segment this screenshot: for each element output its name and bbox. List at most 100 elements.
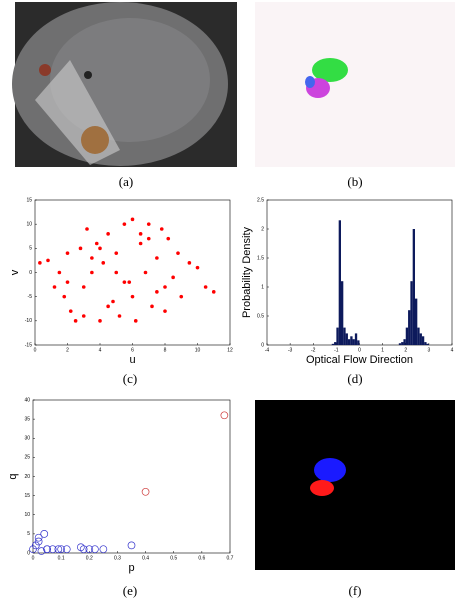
y-tick-label: -10	[25, 318, 32, 324]
bar	[403, 339, 406, 345]
point	[176, 251, 180, 255]
y-tick-label: 10	[24, 512, 30, 518]
x-tick-label: 0	[358, 347, 361, 353]
plot-frame	[32, 399, 231, 554]
x-tick-label: 3	[427, 347, 430, 353]
caption: (d)	[347, 371, 362, 386]
point	[159, 227, 164, 231]
point	[76, 543, 85, 552]
image-f	[255, 400, 455, 570]
y-tick-label: 40	[24, 397, 30, 403]
y-axis-label: v	[9, 269, 21, 275]
point	[40, 530, 49, 538]
point	[81, 314, 86, 318]
bar	[357, 340, 360, 345]
point	[43, 545, 51, 554]
point	[150, 304, 154, 309]
x-tick-label: -3	[288, 347, 293, 353]
y-tick-label: 30	[24, 436, 30, 442]
bar	[405, 327, 409, 345]
point	[99, 545, 108, 554]
point	[37, 547, 46, 555]
point	[106, 304, 110, 309]
y-tick-label: 15	[24, 493, 30, 499]
x-tick-label: 2	[66, 347, 69, 353]
point	[48, 545, 57, 554]
x-tick-label: 0.1	[58, 555, 65, 561]
y-tick-label: 2.5	[257, 197, 264, 203]
point	[146, 222, 151, 226]
point	[171, 275, 175, 280]
x-tick-label: 10	[195, 347, 201, 353]
point	[94, 241, 99, 246]
point	[141, 487, 150, 496]
x-tick-label: 4	[99, 347, 102, 353]
bar	[398, 343, 402, 345]
point	[81, 285, 86, 289]
point	[203, 285, 208, 289]
point	[90, 256, 94, 260]
bar	[334, 342, 337, 345]
x-tick-label: -4	[265, 347, 270, 353]
x-tick-label: 0.2	[86, 555, 93, 561]
x-tick-label: 0	[34, 347, 37, 353]
y-axis-label: q	[7, 473, 19, 479]
caption: (f)	[349, 583, 362, 598]
y-tick-label: 0	[29, 270, 32, 276]
bar	[338, 220, 341, 345]
point	[127, 541, 136, 550]
point	[38, 261, 42, 265]
x-tick-label: -1	[334, 347, 339, 353]
point	[195, 265, 200, 270]
point	[52, 285, 57, 289]
point	[90, 270, 94, 275]
point	[34, 537, 43, 546]
bar	[341, 281, 344, 345]
caption: (b)	[347, 174, 362, 189]
point	[68, 309, 73, 313]
y-tick-label: 2	[261, 226, 264, 232]
x-tick-label: 6	[131, 347, 134, 353]
point	[122, 222, 127, 226]
point	[85, 227, 89, 231]
plot-frame	[34, 199, 231, 346]
bar	[352, 339, 355, 345]
y-tick-label: -15	[25, 342, 32, 348]
y-tick-label: 0	[27, 550, 30, 556]
point	[29, 545, 37, 554]
x-tick-label: 2	[404, 347, 407, 353]
bar	[331, 343, 335, 345]
bar	[426, 343, 429, 345]
point	[127, 280, 132, 284]
point	[155, 290, 159, 294]
point	[114, 251, 119, 255]
y-tick-label: 5	[27, 531, 30, 537]
point	[101, 261, 106, 265]
y-tick-label: 5	[29, 246, 32, 252]
y-axis-label: Probability Density	[241, 226, 253, 318]
point	[138, 241, 143, 246]
y-tick-label: 15	[26, 197, 32, 203]
point	[130, 217, 135, 222]
caption: (e)	[123, 583, 137, 598]
bar	[354, 333, 358, 345]
y-tick-label: 0.5	[257, 313, 264, 319]
point	[62, 545, 71, 554]
x-tick-label: 0.5	[170, 555, 177, 561]
y-tick-label: 35	[24, 416, 30, 422]
point	[111, 299, 115, 304]
point	[57, 270, 62, 275]
x-tick-label: 0.6	[198, 555, 205, 561]
y-tick-label: 1.5	[257, 255, 264, 261]
image-a	[12, 2, 237, 167]
caption: (a)	[119, 174, 133, 189]
point	[133, 319, 138, 323]
bar	[410, 281, 413, 345]
point	[163, 285, 167, 289]
bar	[350, 336, 353, 345]
point	[155, 256, 159, 260]
image-b	[255, 2, 455, 167]
x-tick-label: 0.4	[142, 555, 149, 561]
bar	[347, 339, 351, 345]
x-tick-label: 4	[451, 347, 454, 353]
